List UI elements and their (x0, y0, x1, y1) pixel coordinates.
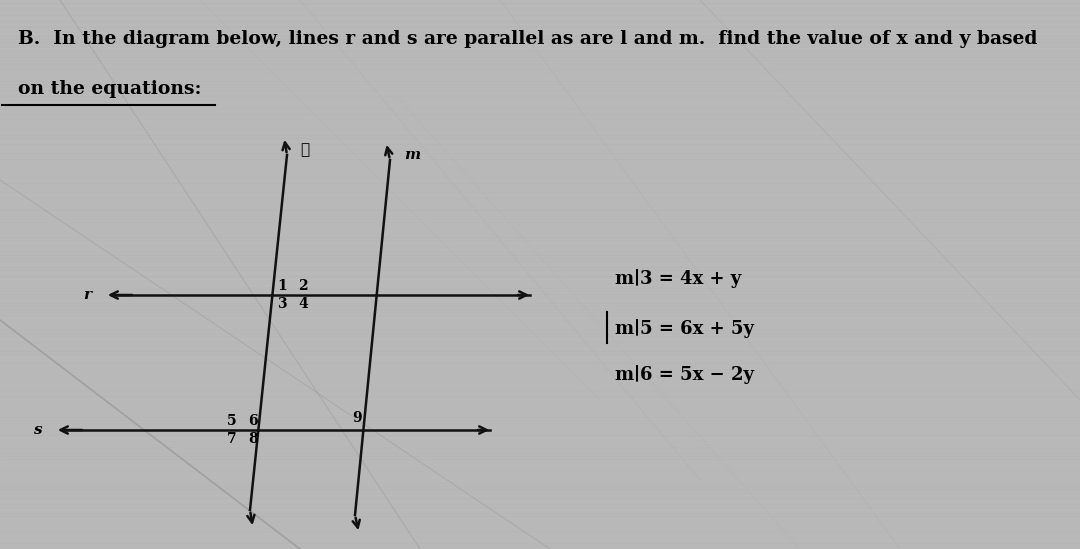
Text: 9: 9 (352, 411, 362, 425)
Text: 1: 1 (278, 279, 287, 293)
Text: B.  In the diagram below, lines r and s are parallel as are l and m.  find the v: B. In the diagram below, lines r and s a… (18, 30, 1038, 48)
Text: 4: 4 (298, 297, 308, 311)
Text: r: r (83, 288, 91, 302)
Text: ℓ: ℓ (300, 143, 310, 157)
Text: m: m (404, 148, 420, 162)
Text: s: s (32, 423, 41, 437)
Text: 3: 3 (278, 297, 287, 311)
Text: 2: 2 (298, 279, 308, 293)
Text: m∣6 = 5x − 2y: m∣6 = 5x − 2y (615, 366, 754, 384)
Text: 8: 8 (248, 432, 258, 446)
Text: 5: 5 (227, 414, 237, 428)
Text: on the equations:: on the equations: (18, 80, 202, 98)
Text: m∣3 = 4x + y: m∣3 = 4x + y (615, 268, 741, 288)
Text: m∣5 = 6x + 5y: m∣5 = 6x + 5y (615, 318, 754, 338)
Text: 7: 7 (227, 432, 237, 446)
Text: 6: 6 (248, 414, 258, 428)
